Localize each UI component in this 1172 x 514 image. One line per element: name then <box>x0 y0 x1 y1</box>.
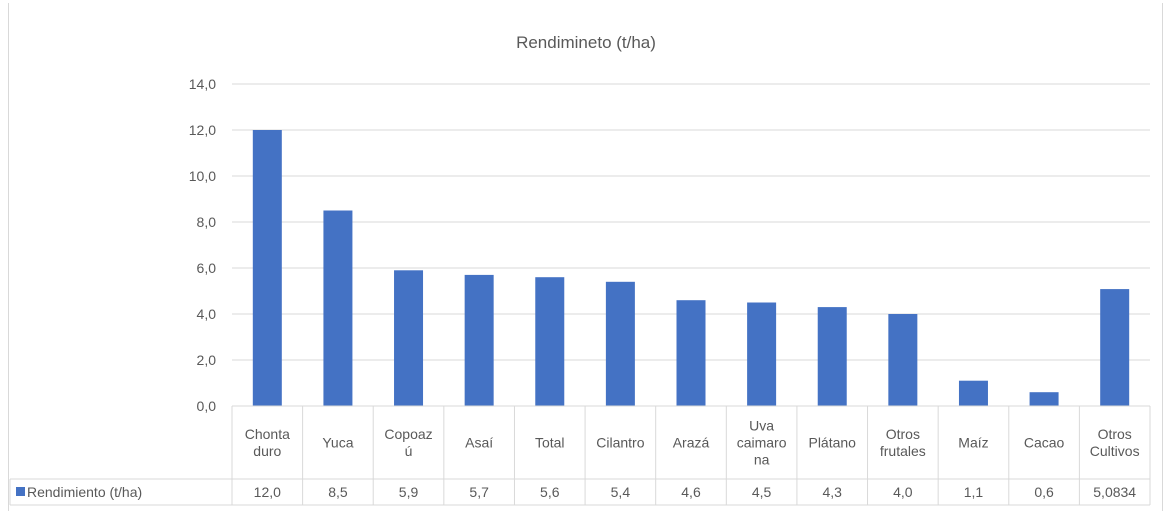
y-tick-label: 8,0 <box>197 214 217 230</box>
data-table: Chonta duro Yuca Copoaz ú Asaí Total Cilantro Ar… <box>9 405 1151 506</box>
x-tick-label: Arazá <box>673 435 710 451</box>
data-value-label: 5,9 <box>399 484 419 500</box>
bar <box>464 274 494 406</box>
bar <box>323 210 353 406</box>
y-axis: 0,0 2,0 4,0 6,0 8,0 10,0 12,0 14,0 <box>189 76 216 414</box>
data-value-label: 4,3 <box>822 484 842 500</box>
bar <box>535 277 565 406</box>
bar <box>1100 289 1130 406</box>
x-tick-label: Maíz <box>958 435 988 451</box>
x-tick-label: Total <box>535 435 565 451</box>
data-value-label: 5,4 <box>611 484 631 500</box>
bar <box>676 300 706 406</box>
data-value-label: 0,6 <box>1034 484 1054 500</box>
y-tick-label: 6,0 <box>197 260 217 276</box>
y-tick-label: 0,0 <box>197 398 217 414</box>
data-value-label: 12,0 <box>254 484 281 500</box>
x-tick-label: Yuca <box>322 435 353 451</box>
bar <box>394 270 424 406</box>
y-tick-label: 14,0 <box>189 76 216 92</box>
x-tick-label: Copoaz ú <box>384 426 432 459</box>
x-tick-label: Otros Cultivos <box>1090 426 1140 459</box>
x-tick-label: Uva caimaro na <box>737 418 787 468</box>
x-tick-label: Plátano <box>808 435 856 451</box>
bar <box>817 307 847 406</box>
data-value-label: 4,6 <box>681 484 701 500</box>
bar <box>605 281 635 406</box>
legend-swatch <box>16 487 25 496</box>
x-tick-label: Cacao <box>1024 435 1065 451</box>
bar <box>1029 392 1059 406</box>
data-value-label: 4,0 <box>893 484 913 500</box>
x-tick-label: Chonta duro <box>245 426 290 459</box>
x-tick-label: Asaí <box>465 435 493 451</box>
chart-title: Rendimineto (t/ha) <box>516 33 656 52</box>
data-value-label: 1,1 <box>964 484 984 500</box>
legend-label: Rendimiento (t/ha) <box>27 484 142 500</box>
bar <box>888 314 918 406</box>
data-value-label: 8,5 <box>328 484 348 500</box>
bars <box>252 130 1130 406</box>
y-tick-label: 4,0 <box>197 306 217 322</box>
data-value-label: 5,6 <box>540 484 560 500</box>
y-tick-label: 12,0 <box>189 122 216 138</box>
data-value-label: 5,0834 <box>1093 484 1136 500</box>
bar <box>958 380 988 406</box>
bar <box>252 130 282 406</box>
y-tick-label: 2,0 <box>197 352 217 368</box>
x-tick-label: Otros frutales <box>880 426 926 459</box>
data-value-label: 4,5 <box>752 484 772 500</box>
y-tick-label: 10,0 <box>189 168 216 184</box>
data-value-label: 5,7 <box>469 484 489 500</box>
bar <box>747 302 777 406</box>
x-tick-label: Cilantro <box>596 435 644 451</box>
chart-frame <box>8 3 1163 511</box>
